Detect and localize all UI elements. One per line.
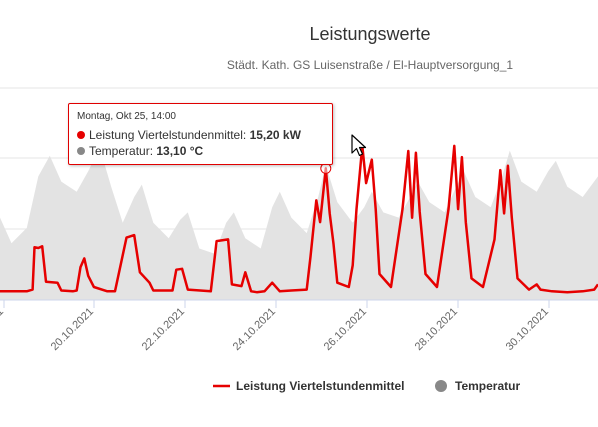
legend-temperature-symbol[interactable] — [435, 380, 447, 392]
tooltip-row-power: Leistung Viertelstundenmittel: 15,20 kW — [77, 127, 324, 143]
x-tick-label: 24.10.2021 — [231, 306, 278, 353]
mouse-cursor-icon — [351, 134, 367, 157]
x-tick-label-partial: 1 — [0, 306, 6, 319]
power-series[interactable] — [0, 144, 598, 294]
x-axis: 1 20.10.2021 22.10.2021 24.10.2021 26.10.202… — [0, 299, 598, 353]
temperature-dot-icon — [77, 147, 85, 155]
temperature-series — [0, 147, 598, 300]
legend-temperature-label[interactable]: Temperatur — [455, 379, 520, 393]
x-tick-label: 28.10.2021 — [413, 306, 460, 353]
tooltip-temperature-value: 13,10 °C — [156, 144, 204, 158]
x-tick-label: 22.10.2021 — [140, 306, 187, 353]
power-dot-icon — [77, 131, 85, 139]
chart-subtitle: Städt. Kath. GS Luisenstraße / El-Hauptv… — [226, 58, 514, 72]
power-line[interactable] — [0, 144, 598, 294]
tooltip-temperature-label: Temperatur: — [89, 144, 154, 158]
x-tick-label: 20.10.2021 — [49, 306, 96, 353]
legend[interactable]: Leistung Viertelstundenmittel Temperatur — [213, 379, 520, 393]
tooltip-power-label: Leistung Viertelstundenmittel: — [89, 128, 247, 142]
tooltip-power-value: 15,20 kW — [249, 128, 301, 142]
x-tick-label: 26.10.2021 — [322, 306, 369, 353]
tooltip-date: Montag, Okt 25, 14:00 — [77, 111, 176, 122]
chart-title: Leistungswerte — [309, 24, 431, 44]
tooltip: Montag, Okt 25, 14:00 Leistung Viertelst… — [68, 103, 333, 165]
legend-power-label[interactable]: Leistung Viertelstundenmittel — [236, 379, 404, 393]
x-tick-label: 30.10.2021 — [504, 306, 551, 353]
tooltip-row-temperature: Temperatur: 13,10 °C — [77, 143, 324, 159]
temperature-area — [0, 147, 598, 300]
